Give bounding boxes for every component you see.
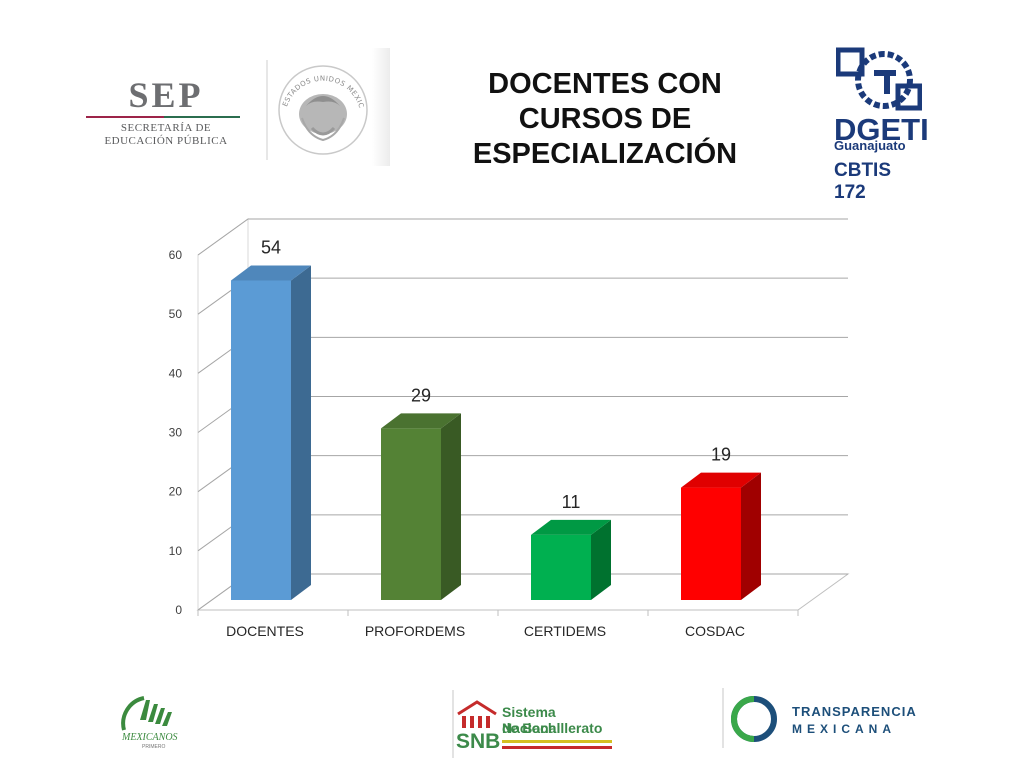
bar-cosdac — [681, 472, 761, 600]
bar-front — [531, 534, 591, 600]
snb-building-icon — [457, 700, 497, 728]
bar-side — [591, 519, 611, 600]
data-label: 19 — [711, 445, 731, 465]
snb-line-1: Sistema Nacional — [502, 704, 561, 736]
bar-top — [381, 413, 461, 429]
bar-top — [231, 265, 311, 281]
chart-bars — [231, 265, 761, 600]
bar-side — [441, 413, 461, 600]
bar-side — [741, 472, 761, 600]
snb-logo: Sistema Nacional de Bachillerato SNB — [452, 690, 617, 758]
transparencia-line-2: MEXICANA — [792, 722, 897, 736]
dgeti-state: Guanajuato — [834, 138, 906, 153]
chart-data-labels: 54 29 11 19 — [261, 238, 731, 512]
bar-docentes — [231, 265, 311, 600]
y-tick-label: 0 — [175, 603, 182, 617]
title-line-1: DOCENTES CON — [488, 68, 722, 100]
y-tick-label: 10 — [169, 544, 183, 558]
bar-front — [381, 428, 441, 600]
x-tick-label: COSDAC — [685, 623, 745, 639]
sep-logo: SEP SECRETARÍA DE EDUCACIÓN PÚBLICA — [86, 70, 246, 150]
dgeti-name: DGETI — [834, 112, 929, 147]
sep-subtitle: SECRETARÍA DE EDUCACIÓN PÚBLICA — [86, 122, 246, 148]
mexicanos-text: MEXICANOS — [122, 732, 178, 743]
data-label: 54 — [261, 238, 281, 258]
snb-divider — [452, 690, 454, 758]
seal-graphic: ESTADOS UNIDOS MEXICANOS — [269, 42, 368, 155]
snb-red-bar — [502, 746, 612, 749]
title-line-3: ESPECIALIZACIÓN — [472, 138, 738, 170]
transparencia-mexicana-logo: TRANSPARENCIA MEXICANA — [722, 688, 916, 748]
chart-y-axis: 0 10 20 30 40 50 60 — [169, 248, 183, 617]
snb-line-2: de Bachillerato — [502, 720, 603, 736]
sep-wordmark: SEP — [128, 75, 204, 115]
y-tick-label: 20 — [169, 485, 183, 499]
seal-shadow — [372, 48, 390, 166]
mexicanos-subtext: PRIMERO — [142, 744, 166, 750]
chart-gridline — [197, 218, 848, 256]
transparencia-circle-icon — [731, 696, 777, 742]
mexicanos-primero-logo: MEXICANOS PRIMERO — [110, 690, 190, 760]
data-label: 29 — [411, 385, 431, 405]
y-tick-label: 40 — [169, 366, 183, 380]
transparencia-divider — [722, 688, 724, 748]
sep-subtitle-line-2: EDUCACIÓN PÚBLICA — [104, 135, 228, 147]
x-tick-label: DOCENTES — [226, 623, 304, 639]
chart-x-axis: DOCENTES PROFORDEMS CERTIDEMS COSDAC — [197, 610, 799, 639]
y-tick-label: 30 — [169, 426, 183, 440]
bar-profordems — [381, 413, 461, 600]
title-line-2: CURSOS DE — [518, 103, 692, 135]
bar-top — [531, 519, 611, 535]
transparencia-line-1: TRANSPARENCIA — [792, 704, 917, 719]
sep-logo-red-line — [86, 116, 164, 118]
snb-abbreviation: SNB — [456, 730, 501, 753]
mexican-coat-of-arms-icon: ESTADOS UNIDOS MEXICANOS — [269, 42, 390, 166]
page-title: DOCENTES CON CURSOS DE ESPECIALIZACIÓN — [440, 67, 770, 172]
x-tick-label: CERTIDEMS — [524, 623, 606, 639]
snb-yellow-bar — [502, 740, 612, 743]
x-tick-label: PROFORDEMS — [365, 623, 465, 639]
header-divider — [266, 60, 268, 160]
data-label: 11 — [562, 492, 581, 512]
sep-logo-green-line — [164, 116, 240, 118]
y-tick-label: 60 — [169, 248, 183, 262]
bar-certidems — [531, 519, 611, 600]
mexicanos-hand-icon — [121, 696, 172, 731]
bar-front — [681, 487, 741, 600]
sep-subtitle-line-1: SECRETARÍA DE — [120, 122, 212, 134]
y-tick-label: 50 — [169, 307, 183, 321]
dgeti-emblem-icon — [836, 47, 922, 111]
dgeti-logo: DGETI Guanajuato CBTIS 172 — [830, 46, 929, 203]
bar-front — [231, 280, 291, 600]
bar-top — [681, 472, 761, 488]
bar-chart: 0 10 20 30 40 50 60 54 29 11 19 DOCENTES PROFORDEM… — [169, 218, 850, 639]
bar-side — [291, 265, 311, 600]
dgeti-school: CBTIS 172 — [834, 160, 891, 203]
